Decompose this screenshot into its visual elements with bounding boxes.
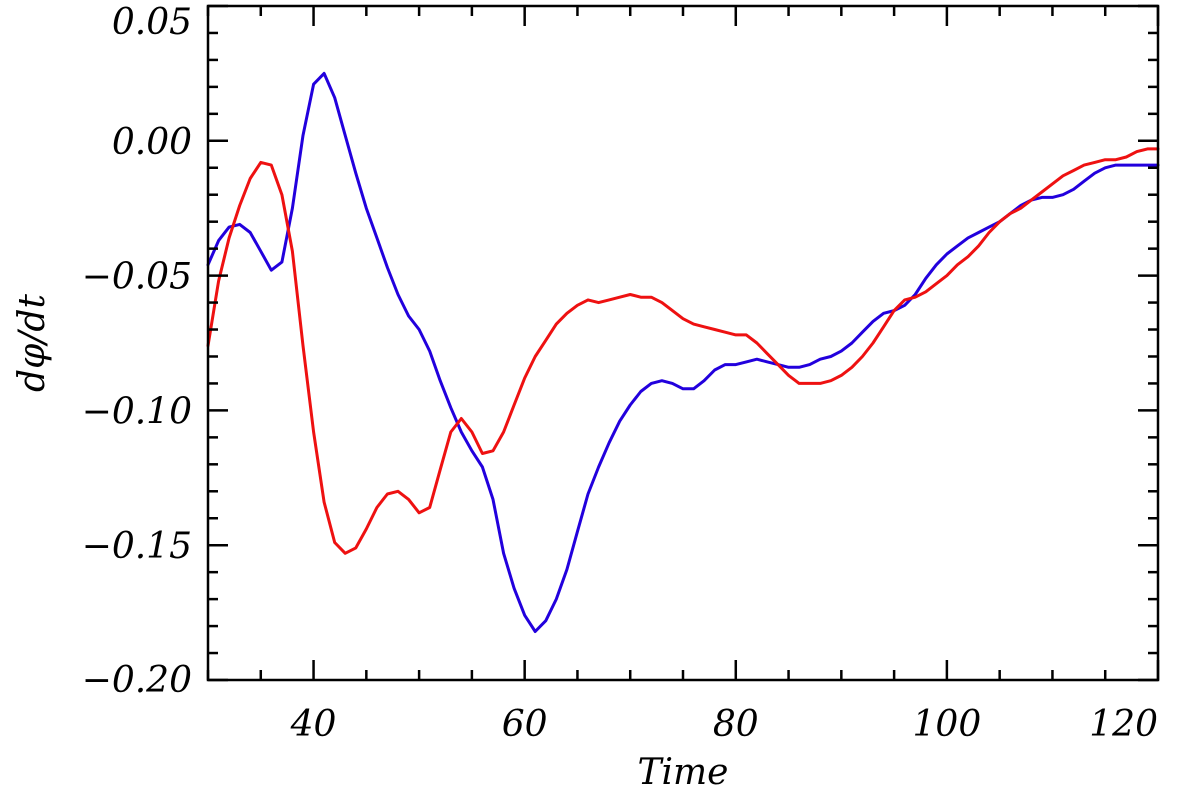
y-tick-label: −0.15 [82, 526, 192, 567]
plot-frame [206, 4, 1160, 682]
x-tick-label: 120 [1089, 704, 1158, 745]
y-tick-label: 0.00 [112, 122, 192, 163]
x-tick-labels: 40 60 80 100 120 [290, 704, 1158, 745]
y-tick-label: 0.05 [112, 2, 192, 43]
y-tick-label: −0.10 [82, 391, 192, 432]
tick-layer [206, 4, 1160, 682]
x-axis-title: Time [638, 752, 729, 792]
series-layer [206, 71, 1160, 633]
y-tick-label: −0.20 [82, 660, 192, 701]
series-line-2 [206, 147, 1160, 555]
x-tick-label: 60 [502, 704, 548, 745]
x-tick-label: 100 [913, 704, 982, 745]
x-tick-label: 80 [713, 704, 759, 745]
y-tick-labels: −0.20 −0.15 −0.10 −0.05 0.00 0.05 [82, 2, 192, 701]
y-tick-label: −0.05 [82, 257, 192, 298]
y-axis-title: dφ/dt [12, 294, 53, 392]
series-line-1 [206, 71, 1160, 633]
x-tick-label: 40 [290, 704, 337, 745]
